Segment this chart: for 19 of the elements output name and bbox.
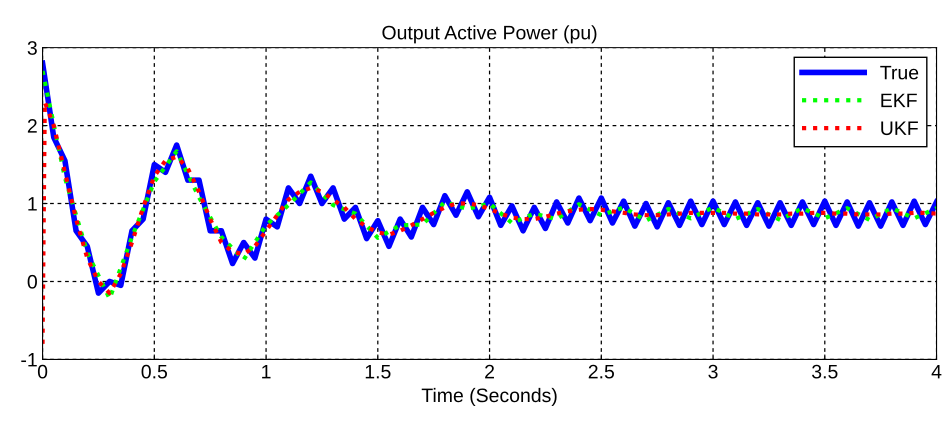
legend-label: EKF bbox=[881, 94, 917, 108]
x-tick-label: 2.5 bbox=[588, 364, 614, 379]
legend-label: True bbox=[880, 66, 918, 80]
y-tick-label: 1 bbox=[28, 197, 37, 211]
x-tick-label: 4 bbox=[932, 364, 942, 378]
x-tick-label: 3 bbox=[708, 364, 718, 379]
x-tick-label: 3.5 bbox=[812, 364, 838, 379]
y-tick-label: -1 bbox=[21, 353, 37, 366]
y-tick-label: 2 bbox=[28, 119, 37, 133]
x-tick-label: 1.5 bbox=[366, 364, 391, 379]
y-tick-label: 0 bbox=[28, 274, 37, 289]
legend-label: UKF bbox=[881, 122, 918, 136]
x-tick-label: 1 bbox=[262, 364, 271, 378]
x-tick-label: 2 bbox=[485, 364, 494, 378]
x-tick-label: 0.5 bbox=[142, 364, 168, 379]
x-axis-title: Time (Seconds) bbox=[422, 388, 557, 406]
x-tick-label: 0 bbox=[38, 364, 48, 379]
chart-title: Output Active Power (pu) bbox=[382, 25, 596, 44]
y-tick-label: 3 bbox=[28, 41, 37, 55]
